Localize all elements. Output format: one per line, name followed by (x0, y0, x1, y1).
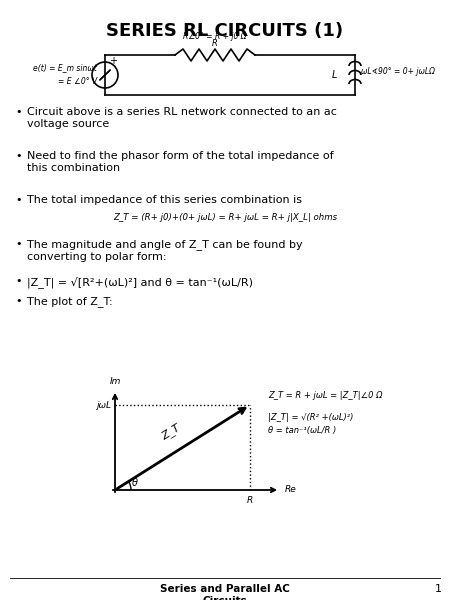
Text: •: • (15, 107, 22, 117)
Text: Re: Re (285, 485, 297, 494)
Text: •: • (15, 151, 22, 161)
Text: Im: Im (109, 377, 121, 386)
Text: The total impedance of this series combination is: The total impedance of this series combi… (27, 195, 302, 205)
Text: |Z_T| = √(R² +(ωL)²): |Z_T| = √(R² +(ωL)²) (268, 413, 353, 421)
Text: ωL∢90° = 0+ jωLΩ: ωL∢90° = 0+ jωLΩ (361, 67, 435, 76)
Text: •: • (15, 296, 22, 306)
Text: = E ∠0° V: = E ∠0° V (58, 77, 97, 86)
Text: Circuit above is a series RL network connected to an ac
voltage source: Circuit above is a series RL network con… (27, 107, 337, 128)
Text: 1: 1 (435, 584, 441, 594)
Text: •: • (15, 195, 22, 205)
Text: Z_T: Z_T (159, 422, 182, 443)
Text: The plot of Z_T:: The plot of Z_T: (27, 296, 112, 307)
Text: R: R (247, 496, 253, 505)
Text: e(t) = E_m sinωt: e(t) = E_m sinωt (33, 64, 97, 73)
Text: The magnitude and angle of Z_T can be found by
converting to polar form:: The magnitude and angle of Z_T can be fo… (27, 239, 302, 262)
Text: R∠0° = R + j0 Ω: R∠0° = R + j0 Ω (183, 32, 247, 41)
Text: θ = tan⁻¹(ωL/R ): θ = tan⁻¹(ωL/R ) (268, 425, 336, 434)
Text: |Z_T| = √[R²+(ωL)²] and θ = tan⁻¹(ωL/R): |Z_T| = √[R²+(ωL)²] and θ = tan⁻¹(ωL/R) (27, 276, 253, 288)
Text: SERIES RL CIRCUITS (1): SERIES RL CIRCUITS (1) (107, 22, 343, 40)
Text: +: + (109, 56, 117, 66)
Text: Z_T = R + jωL = |Z_T|∠0 Ω: Z_T = R + jωL = |Z_T|∠0 Ω (268, 391, 382, 400)
Text: Need to find the phasor form of the total impedance of
this combination: Need to find the phasor form of the tota… (27, 151, 333, 173)
Text: Series and Parallel AC
Circuits: Series and Parallel AC Circuits (160, 584, 290, 600)
Text: θ: θ (132, 478, 138, 488)
Text: L: L (332, 70, 337, 80)
Text: jωL: jωL (96, 401, 111, 409)
Text: •: • (15, 276, 22, 286)
Text: R: R (212, 39, 218, 48)
Text: •: • (15, 239, 22, 249)
Text: Z_T = (R+ j0)+(0+ jωL) = R+ jωL = R+ j|X_L| ohms: Z_T = (R+ j0)+(0+ jωL) = R+ jωL = R+ j|X… (113, 213, 337, 222)
